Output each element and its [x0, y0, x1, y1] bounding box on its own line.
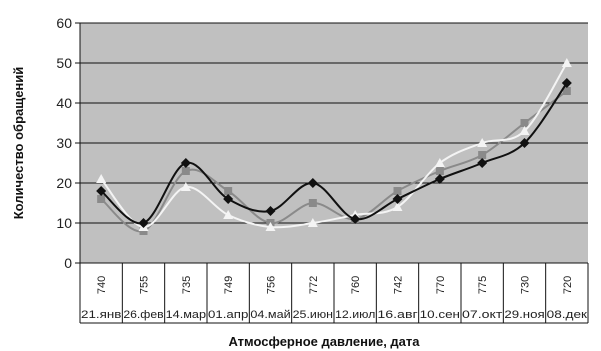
data-point-square [393, 187, 402, 195]
x-tick-label-date: 16.авг [377, 309, 417, 321]
data-point-diamond [350, 214, 361, 224]
data-point-square [435, 167, 444, 175]
series-line-3 [100, 62, 568, 229]
data-point-triangle [392, 202, 403, 211]
x-tick-label-pressure: 720 [562, 276, 574, 294]
x-tick-label-pressure: 756 [266, 276, 278, 294]
data-point-diamond [180, 158, 191, 168]
data-point-square [478, 151, 487, 159]
data-point-square [224, 187, 233, 195]
x-tick-label-date: 21.янв [81, 309, 122, 321]
x-tick-label-date: 01.апр [208, 309, 248, 321]
data-point-diamond [434, 174, 445, 184]
x-tick-label-pressure: 760 [350, 276, 362, 294]
x-tick-label-pressure: 730 [520, 276, 532, 294]
data-point-diamond [223, 194, 234, 204]
data-point-diamond [392, 194, 403, 204]
data-point-diamond [561, 78, 572, 88]
x-tick-label-date: 14.мар [166, 309, 206, 321]
data-point-diamond [477, 158, 488, 168]
y-tick-label: 60 [56, 15, 72, 31]
x-tick-label-date: 07.окт [462, 309, 502, 321]
x-tick-label-date: 04.май [250, 309, 290, 321]
y-tick-label: 30 [56, 135, 72, 151]
x-tick-label-date: 08.дек [547, 309, 588, 321]
data-point-diamond [265, 206, 276, 216]
x-tick-label-pressure: 775 [477, 276, 489, 294]
x-tick-label-date: 10.сен [420, 309, 460, 321]
y-tick-label: 50 [56, 55, 72, 71]
x-tick-label-pressure: 742 [393, 276, 405, 294]
series-line-1 [100, 82, 568, 225]
x-tick-label-pressure: 749 [223, 276, 235, 294]
data-point-triangle [561, 58, 572, 67]
x-tick-label-pressure: 772 [308, 276, 320, 294]
data-point-triangle [434, 158, 445, 167]
data-point-square [308, 199, 317, 207]
data-point-square [520, 119, 529, 127]
data-point-triangle [265, 222, 276, 231]
x-tick-label-date: 26.фев [123, 309, 163, 321]
data-point-diamond [96, 186, 107, 196]
x-axis-title: Атмосферное давление, дата [228, 334, 420, 349]
data-point-triangle [519, 126, 530, 135]
data-point-square [97, 195, 106, 203]
y-tick-label: 40 [56, 95, 72, 111]
data-point-square [562, 87, 571, 95]
data-point-triangle [180, 182, 191, 191]
y-tick-label: 20 [56, 175, 72, 191]
data-point-triangle [223, 210, 234, 219]
data-point-square [181, 167, 190, 175]
x-tick-label-pressure: 770 [435, 276, 447, 294]
data-point-diamond [307, 178, 318, 188]
x-tick-label-pressure: 740 [96, 276, 108, 294]
data-point-diamond [519, 138, 530, 148]
data-point-diamond [138, 218, 149, 228]
x-tick-label-date: 12.июл [335, 309, 375, 321]
data-point-triangle [477, 138, 488, 147]
data-point-triangle [96, 174, 107, 183]
x-tick-label-pressure: 755 [139, 276, 151, 294]
x-tick-label-pressure: 735 [181, 276, 193, 294]
y-tick-label: 0 [64, 255, 72, 271]
x-tick-label-date: 29.ноя [504, 309, 544, 321]
y-tick-label: 10 [56, 215, 72, 231]
y-axis-title: Количество обращений [11, 67, 26, 220]
data-point-triangle [307, 218, 318, 227]
x-tick-label-date: 25.июн [293, 309, 333, 321]
